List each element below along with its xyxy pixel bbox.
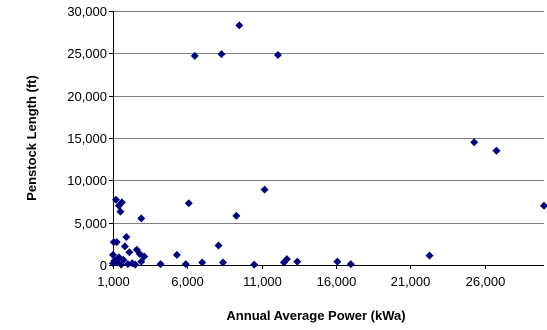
x-tick-label: 16,000 [317, 274, 357, 289]
data-point [156, 260, 165, 269]
data-point [250, 260, 259, 269]
y-tick-labels: 0 5,000 10,000 15,000 20,000 25,000 30,000 [67, 4, 107, 273]
y-tick-label: 30,000 [67, 4, 107, 19]
data-point [135, 249, 144, 258]
x-tick-label: 26,000 [466, 274, 506, 289]
data-point [198, 258, 207, 267]
data-point [122, 233, 131, 242]
y-tick-label: 0 [100, 258, 107, 273]
data-point [112, 238, 121, 247]
y-tick-label: 5,000 [74, 216, 107, 231]
data-point [492, 146, 501, 155]
data-point [120, 242, 129, 251]
gridlines [113, 11, 544, 224]
data-point [333, 257, 342, 266]
x-axis-title: Annual Average Power (kWa) [226, 308, 405, 323]
data-point [137, 257, 146, 266]
data-point [184, 199, 193, 208]
data-point [119, 255, 128, 264]
data-point [116, 207, 125, 216]
y-tick-label: 20,000 [67, 89, 107, 104]
y-axis-title: Penstock Length (ft) [24, 75, 39, 201]
data-point [346, 260, 355, 269]
y-tick-label: 15,000 [67, 131, 107, 146]
data-point [190, 51, 199, 60]
data-point [470, 138, 479, 147]
data-point [109, 250, 117, 259]
data-point [172, 250, 181, 259]
data-point [117, 198, 126, 207]
x-tick-label: 6,000 [171, 274, 204, 289]
x-tick-label: 1,000 [97, 274, 130, 289]
y-tick-label: 25,000 [67, 46, 107, 61]
data-point [181, 260, 190, 269]
data-point [218, 258, 227, 267]
data-point [273, 51, 282, 60]
x-tick-label: 11,000 [243, 274, 282, 289]
data-point [293, 257, 302, 266]
x-tick-labels: 1,000 6,000 11,000 16,000 21,000 26,000 [97, 274, 505, 289]
data-point [260, 185, 269, 194]
data-point [131, 260, 140, 269]
data-point [125, 248, 134, 257]
data-point [123, 260, 132, 269]
data-point [425, 251, 434, 260]
data-point [140, 252, 149, 261]
data-point [232, 211, 241, 220]
data-point [111, 195, 120, 204]
data-point [540, 201, 547, 210]
data-point [282, 255, 291, 264]
data-point [217, 50, 226, 59]
data-points [109, 21, 547, 269]
x-tick-label: 21,000 [391, 274, 431, 289]
data-point [214, 241, 223, 250]
data-point [137, 214, 146, 223]
y-tick-label: 10,000 [67, 173, 107, 188]
data-point [235, 21, 244, 30]
plot-area-frame [109, 11, 544, 269]
